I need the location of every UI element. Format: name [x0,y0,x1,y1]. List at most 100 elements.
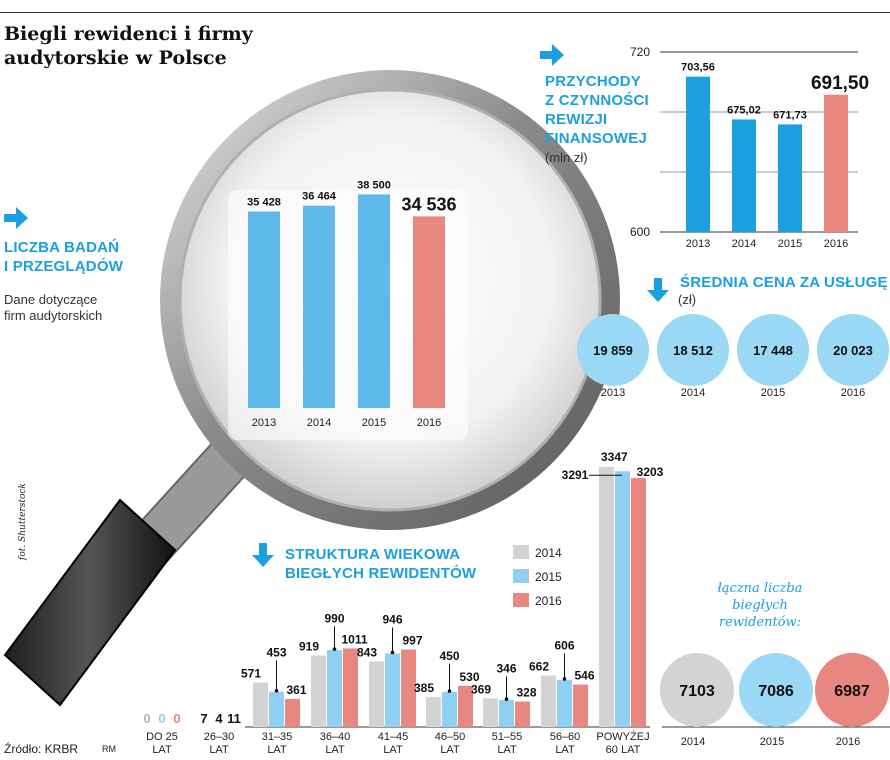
age-legend-swatch [513,545,529,559]
total-value-label: 7103 [679,683,715,700]
age-bar [343,648,358,727]
age-bar [385,653,400,727]
audits-year-label: 2013 [252,417,276,429]
age-category-label: LAT [267,744,287,756]
price-circle [737,314,809,386]
age-bar [401,649,416,727]
revenue-year-label: 2013 [686,238,710,250]
age-value-label: 369 [471,682,491,696]
age-value-label: 530 [459,670,479,684]
age-category-label: LAT [383,744,403,756]
age-category-label: LAT [555,744,575,756]
audits-note-line: Dane dotyczące [4,292,98,307]
source-note: Źródło: KRBR [4,742,79,756]
revenue-value-label: 703,56 [681,62,715,74]
age-bar [253,682,268,727]
age-value-label: 346 [496,661,516,675]
revenue-title: PRZYCHODY Z CZYNNOŚCI REWIZJI FINANSOWEJ [545,72,649,148]
total-year-label: 2014 [681,736,705,748]
age-value-label: 453 [266,646,286,660]
age-category-label: 56–60 [550,731,581,743]
age-value-label: 606 [554,639,574,653]
age-bar [499,700,514,727]
age-bar [599,466,614,727]
price-unit: (zł) [678,292,697,307]
total-circle [815,653,889,727]
audits-title-line: LICZBA BADAŃ [4,239,120,256]
age-value-label: 7 [200,711,207,726]
age-value-label: 3347 [601,450,628,464]
price-circle [657,314,729,386]
audits-year-label: 2014 [307,417,331,429]
age-value-label: 919 [299,640,319,654]
age-bar [269,691,284,727]
total-circle [660,653,734,727]
age-bar [515,701,530,727]
total-value-label: 6987 [834,683,870,700]
audits-title-line: I PRZEGLĄDÓW [4,258,124,275]
age-value-label: 4 [215,711,223,726]
audits-bar [248,211,280,408]
revenue-title-line: PRZYCHODY [545,73,641,90]
revenue-title-line: Z CZYNNOŚCI [545,92,649,109]
price-year-label: 2014 [681,387,705,399]
age-bar [541,675,556,727]
age-value-label: 361 [286,683,306,697]
age-value-label: 990 [324,611,344,625]
age-value-label: 1011 [341,632,367,646]
age-value-label: 997 [402,634,422,648]
price-value-label: 17 448 [753,343,793,358]
revenue-bar [778,124,802,232]
audits-value-label: 35 428 [247,196,281,208]
revenue-ytick: 600 [630,225,650,239]
age-value-label: 662 [529,660,549,674]
total-year-label: 2016 [836,736,860,748]
revenue-value-label: 691,50 [811,73,869,94]
age-bar [573,684,588,727]
audits-year-label: 2016 [417,417,441,429]
age-leader-dot [332,647,337,651]
revenue-year-label: 2014 [732,238,756,250]
audits-bar [413,216,445,408]
revenue-year-label: 2015 [778,238,802,250]
age-bar [426,697,441,727]
age-category-label: DO 25 [146,731,178,743]
age-leader-dot [504,697,509,701]
age-category-label: 60 LAT [606,744,641,756]
age-leader-dot [274,688,279,693]
arrow-down-icon [647,278,669,302]
revenue-value-label: 675,02 [727,104,761,116]
revenue-value-label: 671,73 [773,109,807,121]
author-initials: RM [102,744,116,754]
age-value-label: 11 [227,711,241,726]
age-value-label: 328 [516,686,536,700]
age-legend-label: 2014 [535,546,562,560]
price-value-label: 18 512 [673,343,713,358]
price-value-label: 20 023 [833,343,873,358]
age-category-label: 26–30 [204,731,235,743]
age-value-label: 843 [357,645,377,659]
age-value-label: 0 [158,711,165,726]
age-value-label: 0 [143,711,150,726]
age-value-label: 571 [241,667,261,681]
revenue-bar [732,119,756,232]
age-bar [557,679,572,727]
age-bar [285,698,300,727]
age-category-label: 46–50 [435,731,466,743]
age-title: STRUKTURA WIEKOWA BIEGŁYCH REWIDENTÓW [285,545,476,583]
revenue-bar [824,94,848,232]
age-bar [327,650,342,727]
page-title: Biegli rewidenci i firmy audytorskie w P… [4,23,253,69]
revenue-year-label: 2016 [824,238,848,250]
total-year-label: 2015 [760,736,784,748]
age-category-label: LAT [325,744,345,756]
age-value-label: 0 [173,711,180,726]
audits-note: Dane dotyczące firm audytorskich [4,292,102,324]
audits-value-label: 36 464 [302,191,337,203]
price-year-label: 2015 [761,387,785,399]
age-category-label: 31–35 [262,731,293,743]
audits-value-label: 38 500 [357,179,391,191]
arrow-right-icon [4,207,28,229]
magnifier-handle [3,438,252,707]
